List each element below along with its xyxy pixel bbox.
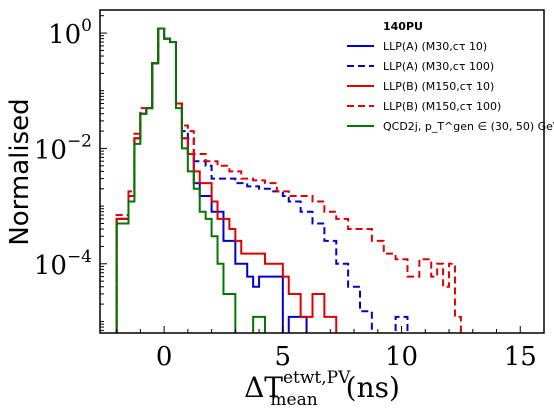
y-tick-label: 100 xyxy=(48,16,92,50)
series-layer xyxy=(115,27,462,333)
legend: 140PU LLP(A) (M30,cτ 10) LLP(A) (M30,cτ 1… xyxy=(347,20,554,133)
x-tick-label: 0 xyxy=(156,342,173,372)
y-tick-labels: 100 10−2 10−4 xyxy=(34,16,92,281)
legend-label-2: LLP(B) (M150,cτ 10) xyxy=(383,80,494,93)
series-line-1 xyxy=(115,27,409,333)
series-line-2 xyxy=(115,27,338,333)
y-axis-title: Normalised xyxy=(5,98,35,245)
y-tick-label: 10−2 xyxy=(34,131,92,165)
legend-label-1: LLP(A) (M30,cτ 100) xyxy=(383,60,494,73)
series-line-4 xyxy=(115,27,267,333)
x-tick-labels: 0 5 10 15 xyxy=(156,342,537,372)
y-tick-label: 10−4 xyxy=(34,247,92,281)
x-axis-title: ΔTetwt,PV mean (ns) xyxy=(244,368,400,410)
x-tick-label: 15 xyxy=(504,342,537,372)
series-line-3 xyxy=(115,27,462,333)
legend-label-4: QCD2j, p_T^gen ∈ (30, 50) GeV xyxy=(383,120,554,133)
x-tick-label: 5 xyxy=(275,342,292,372)
legend-title: 140PU xyxy=(383,20,423,33)
legend-label-3: LLP(B) (M150,cτ 100) xyxy=(383,100,501,113)
plot-frame xyxy=(99,9,545,334)
ticks-layer xyxy=(100,15,545,333)
x-tick-label: 10 xyxy=(385,342,418,372)
legend-label-0: LLP(A) (M30,cτ 10) xyxy=(383,40,487,53)
